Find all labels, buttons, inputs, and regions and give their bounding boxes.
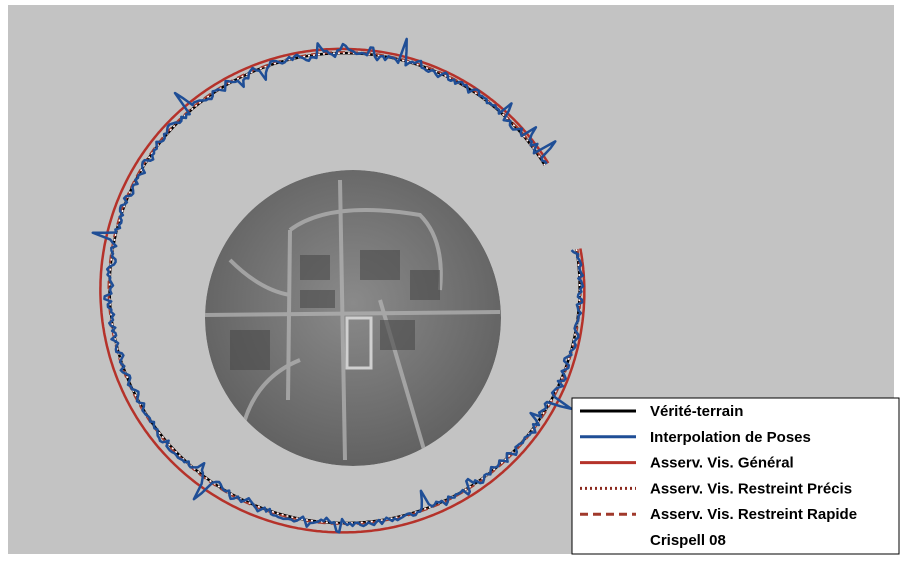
legend-label: Asserv. Vis. Restreint Rapide [650, 506, 857, 523]
legend-box [571, 397, 900, 555]
legend-label: Asserv. Vis. Général [650, 455, 794, 472]
legend-label: Vérité-terrain [650, 403, 743, 420]
legend-label: Asserv. Vis. Restreint Précis [650, 480, 852, 497]
legend-label: Crispell 08 [650, 532, 726, 549]
trajectories [91, 37, 586, 534]
legend-label: Interpolation de Poses [650, 429, 811, 446]
legend: Vérité-terrain Interpolation de Poses Asse… [571, 397, 900, 555]
aerial-image [205, 170, 501, 466]
trajectory [99, 47, 586, 534]
trajectory [91, 37, 585, 534]
